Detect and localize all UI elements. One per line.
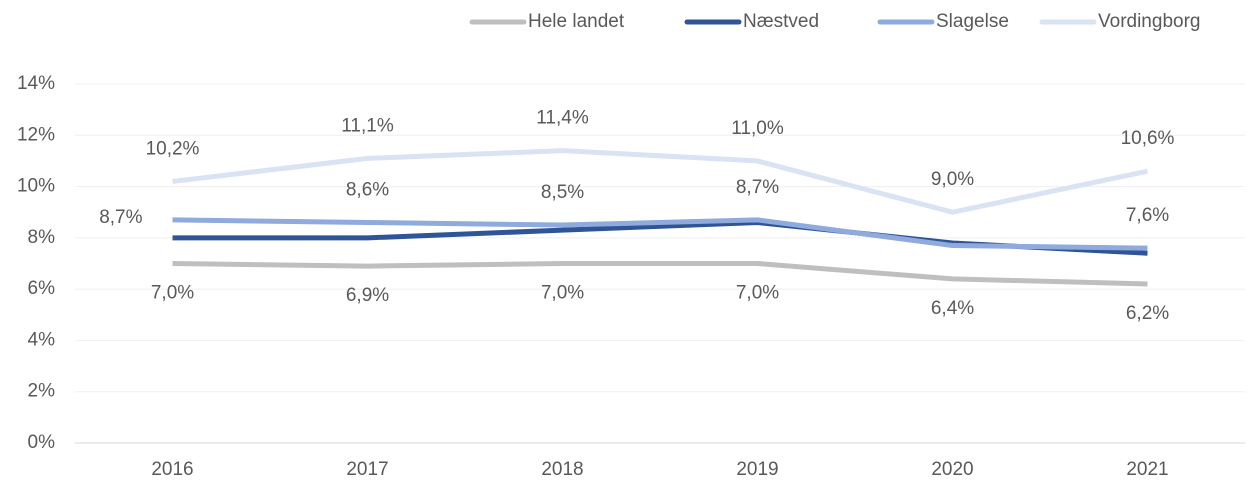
legend-label: Næstved xyxy=(743,11,819,32)
x-tick-label: 2021 xyxy=(1126,459,1168,480)
data-label: 8,6% xyxy=(346,179,389,200)
x-tick-label: 2016 xyxy=(151,459,193,480)
data-label: 7,0% xyxy=(736,283,779,304)
data-label: 11,4% xyxy=(536,108,589,129)
series-line xyxy=(172,261,1148,287)
x-tick-label: 2017 xyxy=(346,459,388,480)
legend-label: Vordingborg xyxy=(1098,11,1200,32)
legend-label: Slagelse xyxy=(936,11,1009,32)
series-line xyxy=(172,217,1148,251)
data-label: 6,2% xyxy=(1126,303,1169,324)
y-tick-label: 2% xyxy=(28,381,56,402)
y-tick-label: 14% xyxy=(17,73,55,94)
data-label: 8,5% xyxy=(541,182,584,203)
x-tick-label: 2020 xyxy=(931,459,973,480)
data-label: 11,1% xyxy=(341,115,394,136)
y-tick-label: 10% xyxy=(17,176,55,197)
data-label: 7,0% xyxy=(541,283,584,304)
data-label: 9,0% xyxy=(931,169,974,190)
y-tick-label: 6% xyxy=(28,278,56,299)
data-label: 7,0% xyxy=(151,283,194,304)
y-tick-label: 12% xyxy=(17,124,55,145)
data-label: 11,0% xyxy=(731,118,784,139)
legend-label: Hele landet xyxy=(528,11,625,32)
data-label: 6,9% xyxy=(346,285,389,306)
data-label: 8,7% xyxy=(736,177,779,198)
y-tick-label: 0% xyxy=(28,432,56,453)
series-line xyxy=(172,148,1149,215)
x-tick-label: 2018 xyxy=(541,459,583,480)
y-tick-label: 8% xyxy=(28,227,56,248)
data-label: 7,6% xyxy=(1126,205,1169,226)
data-label: 10,6% xyxy=(1121,128,1175,149)
data-label: 10,2% xyxy=(146,138,200,159)
x-tick-label: 2019 xyxy=(736,459,778,480)
data-label: 6,4% xyxy=(931,298,974,319)
y-tick-label: 4% xyxy=(28,329,56,350)
data-label: 8,7% xyxy=(99,207,142,228)
